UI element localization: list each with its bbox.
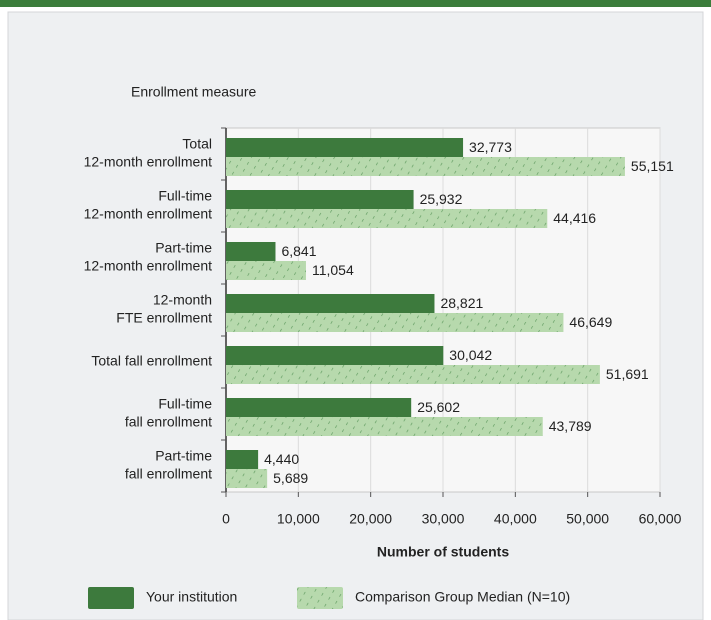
y-tick-label: 12-month enrollment: [84, 258, 213, 274]
bar: [226, 469, 268, 488]
bar: [226, 417, 543, 436]
bar: [226, 450, 259, 469]
value-label: 30,042: [449, 347, 492, 363]
value-label: 6,841: [281, 243, 316, 259]
value-label: 11,054: [312, 262, 354, 278]
x-tick-label: 60,000: [639, 511, 682, 527]
y-tick-label: Total: [182, 136, 212, 152]
bar: [226, 346, 444, 365]
bar: [226, 294, 435, 313]
x-tick-label: 40,000: [494, 511, 537, 527]
y-tick-label: Full-time: [158, 396, 212, 412]
bar: [226, 190, 414, 209]
y-tick-label: FTE enrollment: [116, 310, 212, 326]
x-tick-label: 50,000: [566, 511, 609, 527]
y-tick-label: 12-month enrollment: [84, 154, 213, 170]
bar: [226, 157, 625, 176]
bar: [226, 313, 564, 332]
bar: [226, 398, 412, 417]
x-axis-title: Number of students: [377, 544, 509, 560]
value-label: 5,689: [273, 470, 308, 486]
y-axis-title: Enrollment measure: [131, 84, 256, 100]
value-label: 25,932: [420, 191, 463, 207]
value-label: 46,649: [569, 314, 612, 330]
value-label: 28,821: [440, 295, 483, 311]
y-tick-label: 12-month: [153, 292, 212, 308]
x-tick-label: 20,000: [349, 511, 392, 527]
value-label: 32,773: [469, 139, 512, 155]
x-tick-label: 10,000: [277, 511, 320, 527]
value-label: 43,789: [549, 418, 592, 434]
value-label: 44,416: [553, 210, 596, 226]
value-label: 51,691: [606, 366, 649, 382]
value-label: 4,440: [264, 451, 299, 467]
y-tick-label: fall enrollment: [125, 414, 212, 430]
y-tick-label: Total fall enrollment: [91, 353, 212, 369]
x-tick-label: 0: [222, 511, 230, 527]
legend-label: Comparison Group Median (N=10): [355, 589, 570, 605]
top-bar: [0, 0, 711, 7]
y-tick-label: Part-time: [155, 448, 212, 464]
bar: [226, 261, 306, 280]
bar: [226, 209, 548, 228]
value-label: 25,602: [417, 399, 460, 415]
legend-swatch: [88, 587, 134, 609]
y-tick-label: Part-time: [155, 240, 212, 256]
value-label: 55,151: [631, 158, 674, 174]
bar: [226, 365, 600, 384]
legend-label: Your institution: [146, 589, 237, 605]
y-tick-label: Full-time: [158, 188, 212, 204]
legend-swatch: [297, 587, 343, 609]
bar: [226, 138, 464, 157]
bar: [226, 242, 276, 261]
x-tick-label: 30,000: [422, 511, 465, 527]
y-tick-label: fall enrollment: [125, 466, 212, 482]
y-tick-label: 12-month enrollment: [84, 206, 213, 222]
